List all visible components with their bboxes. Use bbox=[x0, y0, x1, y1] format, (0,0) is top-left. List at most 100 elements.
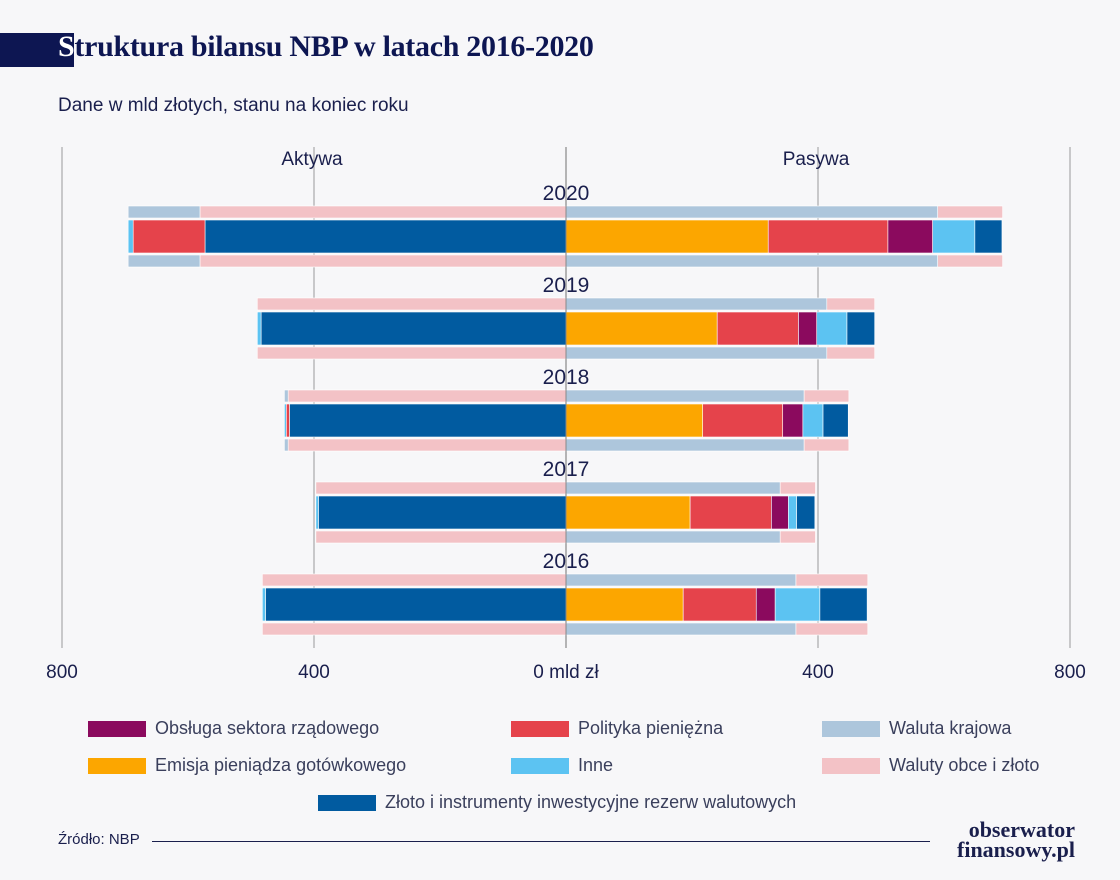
pasywa-inne-bar bbox=[802, 403, 824, 438]
pasywa-polityka-bar bbox=[702, 403, 784, 438]
title-text: truktura bilansu NBP w latach 2016-2020 bbox=[74, 30, 594, 63]
pasywa-currency-waluta_krajowa-bar bbox=[565, 297, 828, 311]
pasywa-currency-waluta_krajowa-bar bbox=[565, 389, 805, 403]
aktywa-currency-waluty_obce-bar bbox=[287, 438, 567, 452]
pasywa-zloto-bar bbox=[974, 219, 1003, 254]
pasywa-inne-bar bbox=[788, 495, 797, 530]
pasywa-polityka-bar bbox=[689, 495, 772, 530]
aktywa-currency-waluta_krajowa-bar bbox=[284, 438, 289, 452]
side-label-pasywa: Pasywa bbox=[783, 149, 850, 170]
logo-line1: obserwator bbox=[968, 817, 1075, 842]
pasywa-currency-waluty_obce-bar bbox=[937, 254, 1003, 268]
chart-subtitle: Dane w mld złotych, stanu na koniec roku bbox=[58, 95, 409, 116]
aktywa-currency-waluty_obce-bar bbox=[315, 530, 567, 544]
aktywa-zloto-bar bbox=[318, 495, 567, 530]
title-first-letter: S bbox=[58, 30, 75, 63]
aktywa-currency-waluta_krajowa-bar bbox=[284, 389, 289, 403]
aktywa-inne-bar bbox=[284, 403, 287, 438]
legend-label: Złoto i instrumenty inwestycyjne rezerw … bbox=[385, 792, 797, 812]
pasywa-currency-waluty_obce-bar bbox=[795, 573, 869, 587]
legend-swatch bbox=[511, 720, 569, 737]
pasywa-inne-bar bbox=[816, 311, 848, 346]
pasywa-currency-waluty_obce-bar bbox=[779, 530, 816, 544]
x-tick-label: 800 bbox=[1054, 662, 1086, 683]
legend-item-waluty_obce: Waluty obce i złoto bbox=[822, 755, 1039, 776]
chart-title: Struktura bilansu NBP w latach 2016-2020 bbox=[58, 30, 594, 64]
pasywa-zloto-bar bbox=[846, 311, 875, 346]
pasywa-currency-waluty_obce-bar bbox=[803, 389, 850, 403]
aktywa-inne-bar bbox=[315, 495, 319, 530]
pasywa-currency-waluta_krajowa-bar bbox=[565, 530, 781, 544]
aktywa-currency-waluty_obce-bar bbox=[262, 573, 567, 587]
pasywa-emisja-bar bbox=[565, 587, 684, 622]
aktywa-currency-waluty_obce-bar bbox=[315, 481, 567, 495]
aktywa-zloto-bar bbox=[289, 403, 567, 438]
pasywa-emisja-bar bbox=[565, 219, 769, 254]
pasywa-currency-waluta_krajowa-bar bbox=[565, 481, 781, 495]
title-accent-bar bbox=[0, 33, 74, 67]
pasywa-polityka-bar bbox=[767, 219, 889, 254]
pasywa-emisja-bar bbox=[565, 495, 691, 530]
aktywa-polityka-bar bbox=[285, 403, 290, 438]
pasywa-polityka-bar bbox=[716, 311, 799, 346]
pasywa-currency-waluta_krajowa-bar bbox=[565, 622, 797, 636]
aktywa-currency-waluta_krajowa-bar bbox=[127, 205, 201, 219]
aktywa-zloto-bar bbox=[260, 311, 567, 346]
aktywa-currency-waluty_obce-bar bbox=[287, 389, 567, 403]
pasywa-inne-bar bbox=[774, 587, 821, 622]
pasywa-currency-waluta_krajowa-bar bbox=[565, 254, 939, 268]
x-tick-label: 0 mld zł bbox=[533, 662, 599, 683]
legend-item-inne: Inne bbox=[511, 755, 613, 776]
x-tick-label: 400 bbox=[298, 662, 330, 683]
legend-swatch bbox=[822, 720, 880, 737]
pasywa-obsluga-bar bbox=[771, 495, 789, 530]
pasywa-inne-bar bbox=[932, 219, 976, 254]
aktywa-zloto-bar bbox=[265, 587, 567, 622]
x-tick-label: 400 bbox=[802, 662, 834, 683]
legend-label: Polityka pieniężna bbox=[578, 718, 724, 738]
pasywa-currency-waluty_obce-bar bbox=[779, 481, 816, 495]
legend-item-emisja: Emisja pieniądza gotówkowego bbox=[88, 755, 406, 776]
pasywa-currency-waluty_obce-bar bbox=[826, 346, 876, 360]
legend-swatch bbox=[88, 757, 146, 774]
legend-item-obsluga: Obsługa sektora rządowego bbox=[88, 718, 379, 739]
legend-swatch bbox=[88, 720, 146, 737]
pasywa-obsluga-bar bbox=[887, 219, 933, 254]
aktywa-zloto-bar bbox=[204, 219, 567, 254]
legend-swatch bbox=[511, 757, 569, 774]
legend-label: Obsługa sektora rządowego bbox=[155, 718, 380, 738]
pasywa-obsluga-bar bbox=[755, 587, 776, 622]
legend-swatch bbox=[822, 757, 880, 774]
aktywa-polityka-bar bbox=[132, 219, 206, 254]
pasywa-currency-waluty_obce-bar bbox=[795, 622, 869, 636]
logo-line2: finansowy.pl bbox=[957, 837, 1075, 862]
aktywa-currency-waluty_obce-bar bbox=[256, 346, 567, 360]
aktywa-currency-waluty_obce-bar bbox=[199, 205, 567, 219]
pasywa-obsluga-bar bbox=[782, 403, 804, 438]
pasywa-currency-waluty_obce-bar bbox=[937, 205, 1003, 219]
source-note: Źródło: NBP bbox=[58, 831, 140, 848]
pasywa-currency-waluty_obce-bar bbox=[803, 438, 850, 452]
legend-item-polityka: Polityka pieniężna bbox=[511, 718, 723, 739]
pasywa-currency-waluta_krajowa-bar bbox=[565, 438, 805, 452]
aktywa-currency-waluta_krajowa-bar bbox=[127, 254, 201, 268]
pasywa-currency-waluta_krajowa-bar bbox=[565, 346, 828, 360]
pasywa-emisja-bar bbox=[565, 403, 704, 438]
pasywa-currency-waluta_krajowa-bar bbox=[565, 573, 797, 587]
legend-label: Emisja pieniądza gotówkowego bbox=[155, 755, 407, 775]
aktywa-inne-bar bbox=[256, 311, 262, 346]
pasywa-zloto-bar bbox=[796, 495, 816, 530]
legend-swatch bbox=[318, 794, 376, 811]
pasywa-zloto-bar bbox=[819, 587, 868, 622]
legend-item-zloto: Złoto i instrumenty inwestycyjne rezerw … bbox=[318, 792, 796, 813]
legend-item-waluta_krajowa: Waluta krajowa bbox=[822, 718, 1011, 739]
legend-label: Waluta krajowa bbox=[889, 718, 1012, 738]
aktywa-currency-waluty_obce-bar bbox=[199, 254, 567, 268]
pasywa-polityka-bar bbox=[682, 587, 757, 622]
pasywa-currency-waluty_obce-bar bbox=[826, 297, 876, 311]
x-tick-label: 800 bbox=[46, 662, 78, 683]
pasywa-emisja-bar bbox=[565, 311, 718, 346]
source-divider bbox=[152, 841, 930, 842]
aktywa-currency-waluty_obce-bar bbox=[256, 297, 567, 311]
